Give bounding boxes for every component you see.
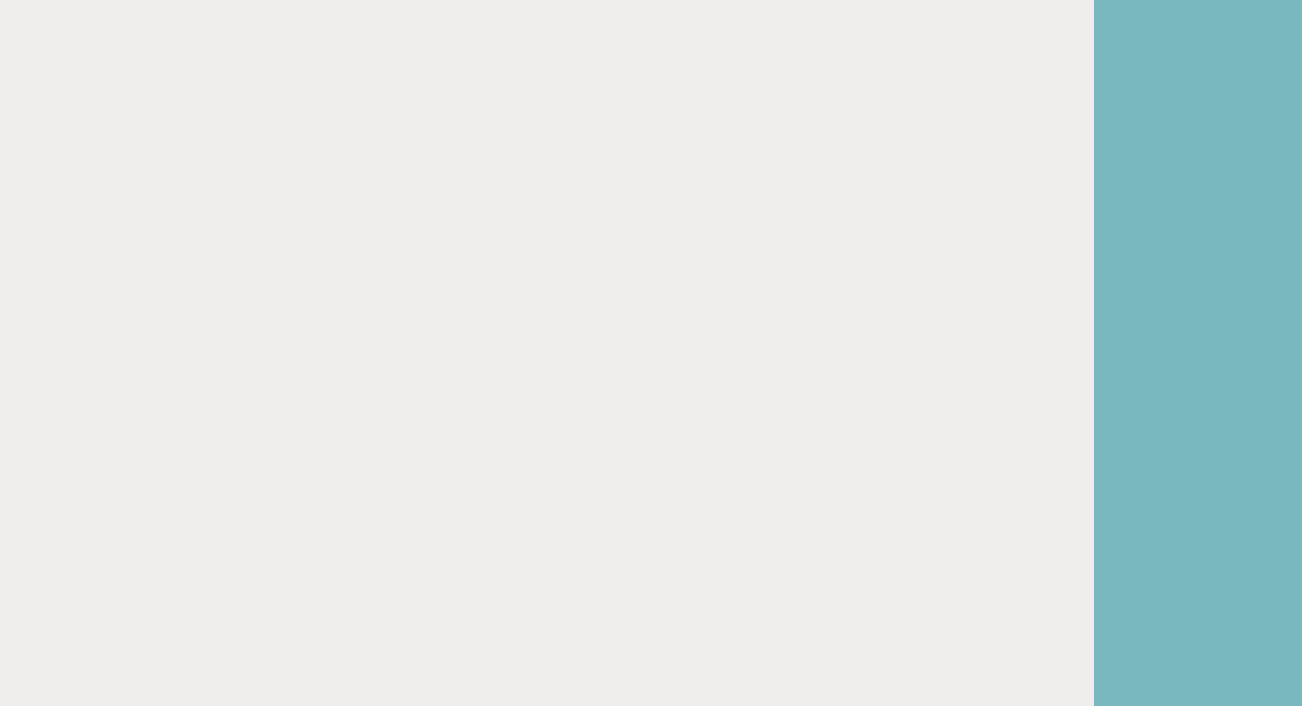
Text: lt  fude: lt fude bbox=[105, 18, 164, 36]
FancyBboxPatch shape bbox=[0, 0, 1094, 706]
Text: 2 cm: 2 cm bbox=[65, 541, 109, 559]
Bar bbox=[201, 430, 440, 590]
Text: Total area:: Total area: bbox=[480, 600, 574, 618]
Text: Area of a rectangle: l x w =: Area of a rectangle: l x w = bbox=[480, 545, 728, 563]
Text: 2.: 2. bbox=[70, 380, 89, 399]
Text: Section:: Section: bbox=[30, 18, 98, 36]
Bar bbox=[120, 510, 201, 590]
Text: 3 m: 3 m bbox=[318, 169, 353, 186]
Text: Area of a rectangle: l x w =: Area of a rectangle: l x w = bbox=[480, 210, 728, 228]
Text: Area of a square: s x s =: Area of a square: s x s = bbox=[480, 490, 702, 508]
Text: Area of a square: s x s =: Area of a square: s x s = bbox=[480, 155, 702, 173]
Bar bbox=[120, 100, 215, 390]
Bar bbox=[215, 130, 310, 225]
Text: 2 cm: 2 cm bbox=[204, 448, 250, 466]
Text: 1.: 1. bbox=[79, 90, 99, 109]
Text: 3 m: 3 m bbox=[245, 104, 280, 122]
Text: Total area:: Total area: bbox=[480, 265, 574, 283]
Text: 9 m: 9 m bbox=[76, 236, 109, 254]
Text: 3 m: 3 m bbox=[150, 398, 185, 416]
FancyBboxPatch shape bbox=[1068, 0, 1302, 706]
Text: 6 cm: 6 cm bbox=[298, 598, 342, 616]
Text: I. Find the area of the following figures.: I. Find the area of the following figure… bbox=[30, 50, 470, 69]
